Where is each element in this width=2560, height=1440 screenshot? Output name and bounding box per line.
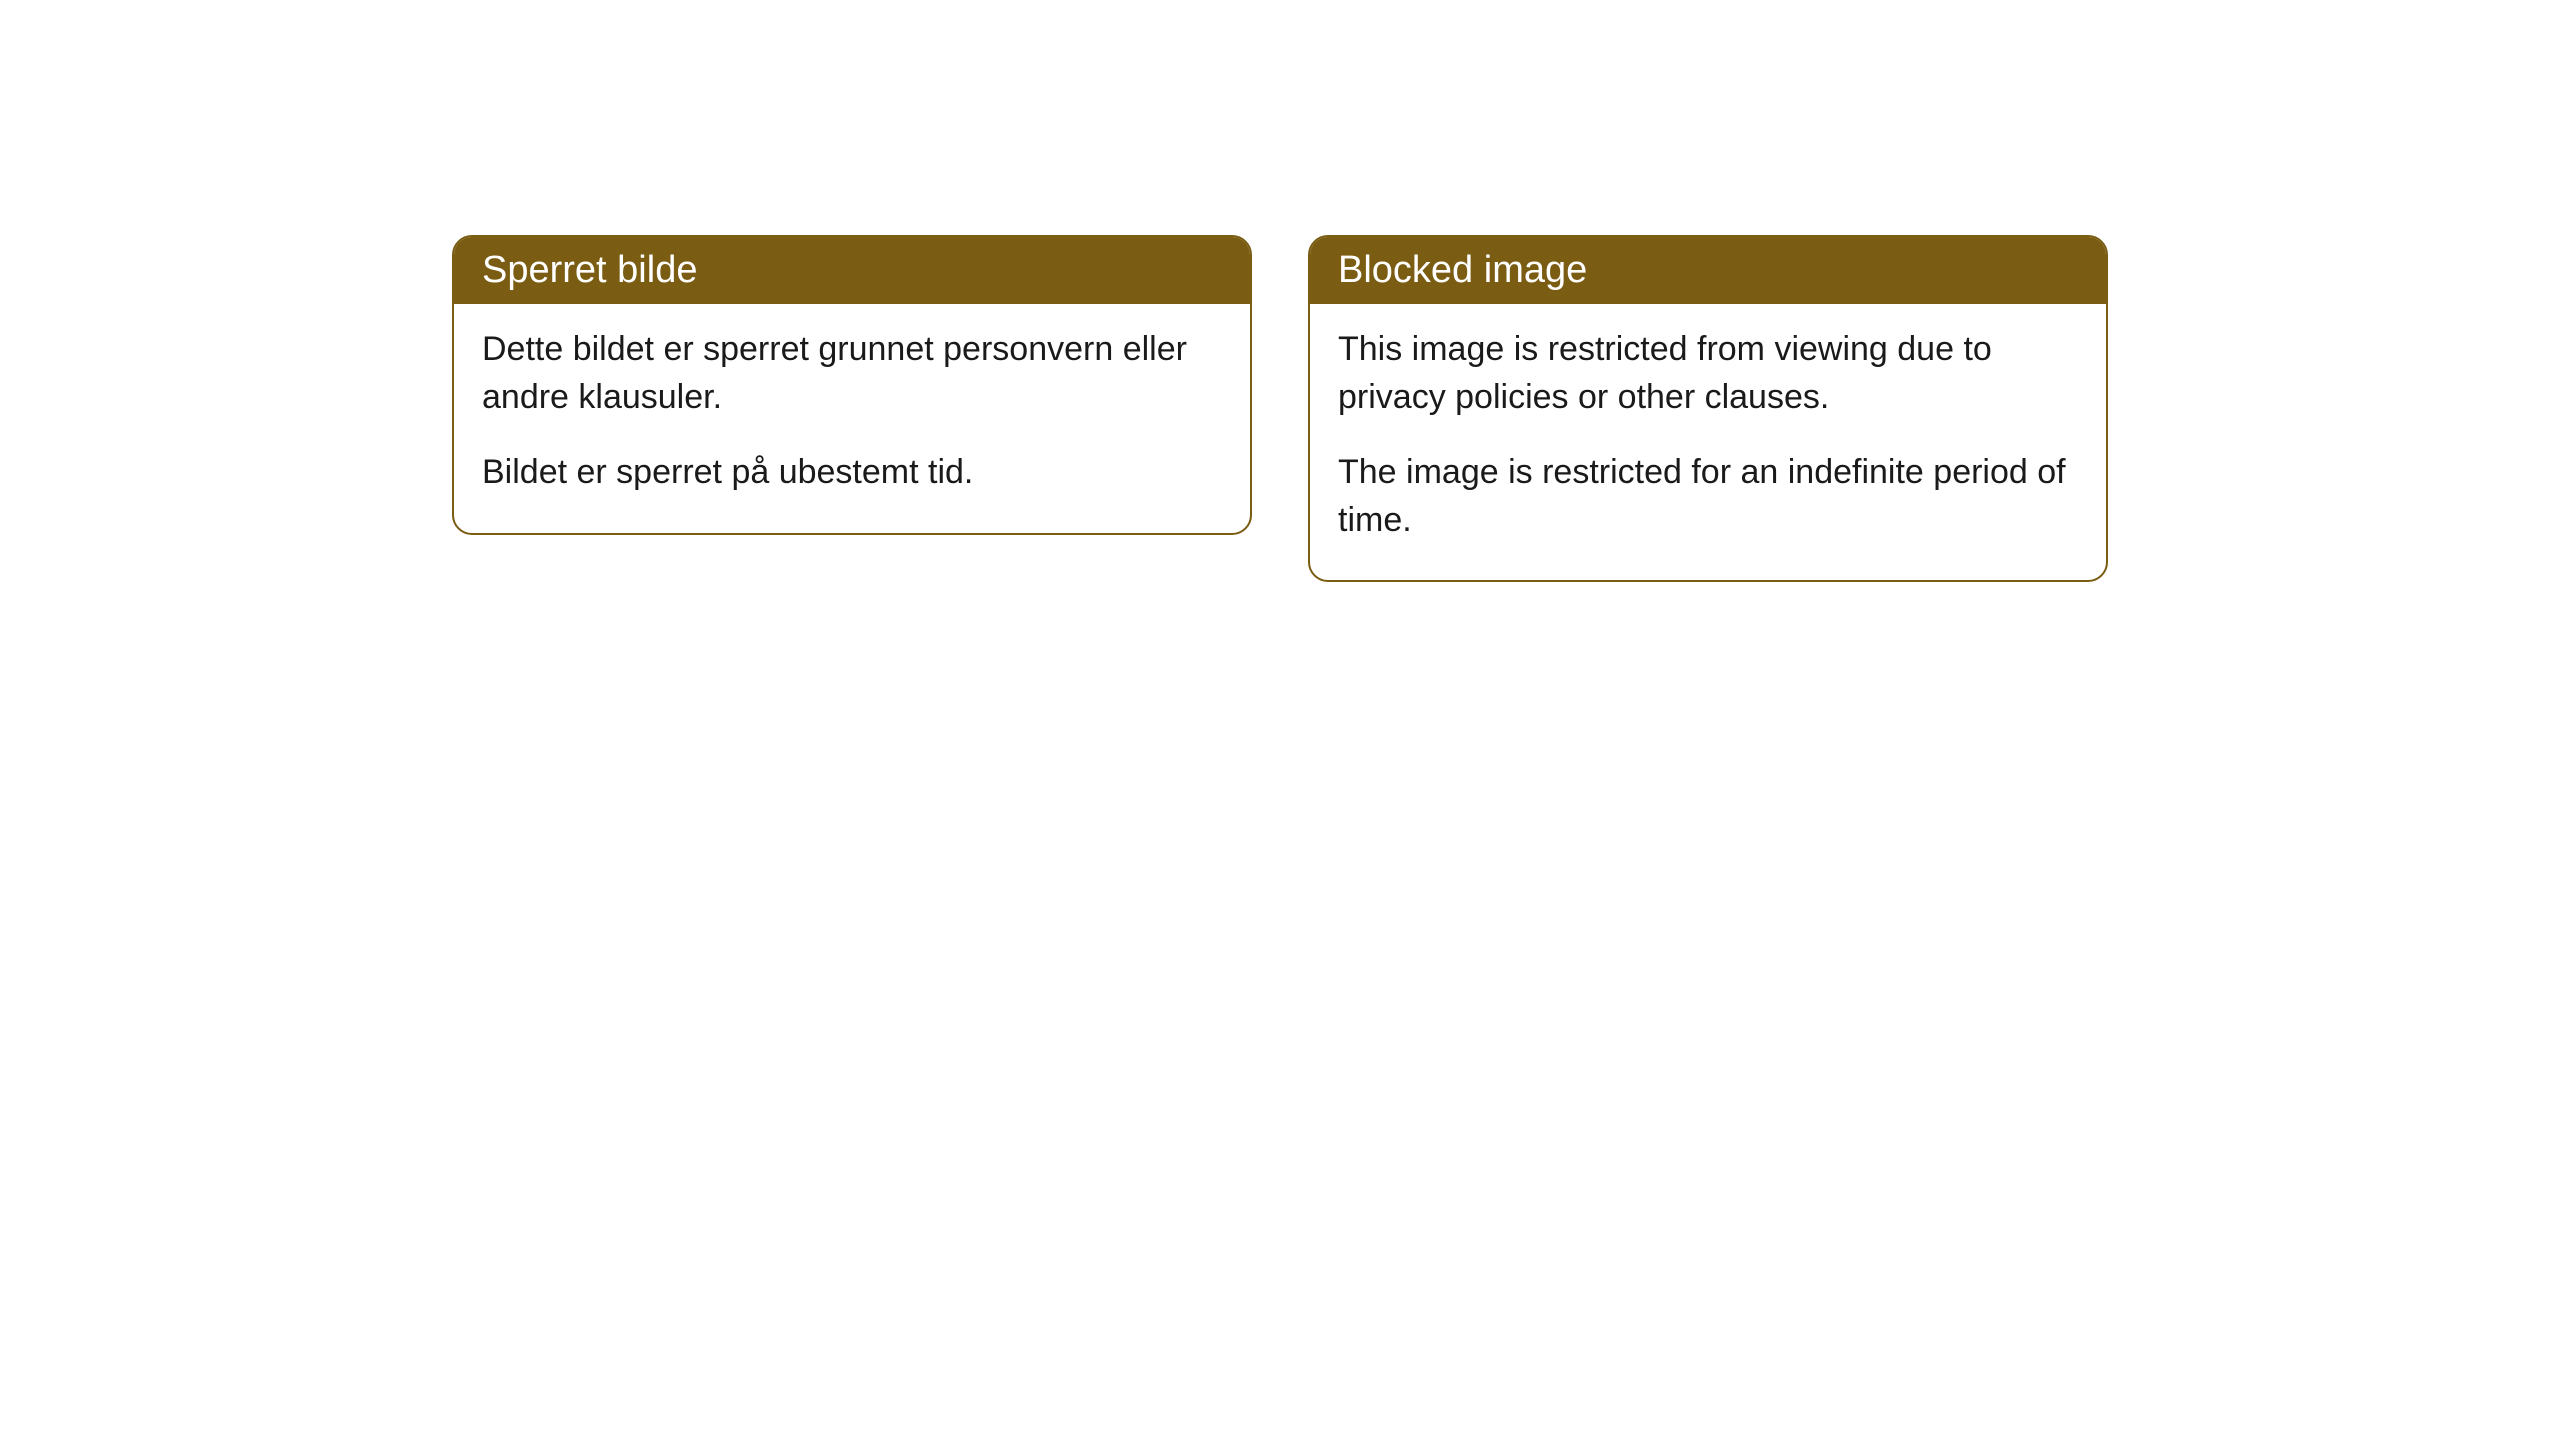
card-paragraph-1-norwegian: Dette bildet er sperret grunnet personve… xyxy=(482,326,1222,421)
card-body-norwegian: Dette bildet er sperret grunnet personve… xyxy=(454,304,1250,533)
card-english: Blocked image This image is restricted f… xyxy=(1308,235,2108,582)
card-paragraph-1-english: This image is restricted from viewing du… xyxy=(1338,326,2078,421)
card-body-english: This image is restricted from viewing du… xyxy=(1310,304,2106,580)
cards-container: Sperret bilde Dette bildet er sperret gr… xyxy=(452,235,2108,1440)
card-paragraph-2-english: The image is restricted for an indefinit… xyxy=(1338,449,2078,544)
card-header-english: Blocked image xyxy=(1310,237,2106,304)
card-norwegian: Sperret bilde Dette bildet er sperret gr… xyxy=(452,235,1252,535)
card-header-norwegian: Sperret bilde xyxy=(454,237,1250,304)
card-paragraph-2-norwegian: Bildet er sperret på ubestemt tid. xyxy=(482,449,1222,497)
